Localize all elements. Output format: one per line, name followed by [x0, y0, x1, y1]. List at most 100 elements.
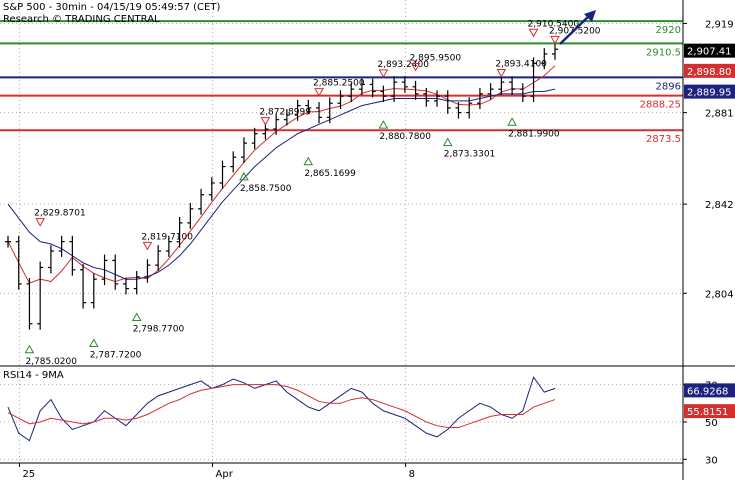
level-label: 2888.25 — [640, 100, 681, 111]
swing-low-marker: 2,798.7700 — [131, 312, 185, 335]
x-tick-label: 25 — [22, 469, 35, 480]
swing-low-marker: 2,881.9900 — [507, 117, 560, 139]
price-bar — [476, 87, 483, 110]
price-bar — [208, 177, 215, 201]
swing-low-marker: 2,785.0200 — [24, 344, 77, 367]
price-bar — [80, 263, 87, 309]
trend-arrow-icon — [559, 10, 596, 45]
price-bar — [251, 127, 258, 149]
swing-high-label: 2,885.2500 — [313, 79, 365, 89]
level-label: 2920 — [656, 25, 681, 36]
price-bar — [69, 235, 76, 276]
price-bar — [380, 85, 387, 103]
swing-low-label: 2,798.7700 — [133, 325, 185, 335]
level-label: 2873.5 — [646, 134, 681, 145]
candles — [5, 43, 558, 330]
y-tick-label: 2,881 — [705, 109, 734, 120]
rsi-tick-label: 50 — [705, 418, 718, 429]
price-tag: 2,898.80 — [684, 63, 735, 78]
swing-high-label: 2,910.5400 — [528, 19, 580, 29]
price-bar — [348, 83, 355, 103]
rsi-line — [7, 376, 556, 442]
price-bar — [294, 99, 301, 121]
price-bar — [26, 278, 33, 330]
swing-high-marker: 2,895.9500 — [410, 54, 462, 72]
rsi-ma-line — [7, 384, 556, 429]
y-tick-label: 2,919 — [705, 19, 734, 30]
rsi-title: RSI14 - 9MA — [3, 370, 64, 381]
price-bar — [455, 102, 462, 119]
price-bar — [198, 188, 205, 215]
ma-slow-line — [7, 88, 556, 280]
swing-low-label: 2,881.9900 — [508, 129, 560, 139]
grid — [0, 0, 683, 463]
swing-low-marker: 2,880.7800 — [378, 120, 431, 142]
price-bar — [498, 76, 505, 96]
swing-high-label: 2,893.2400 — [377, 60, 429, 70]
rsi-tick-label: 30 — [705, 455, 718, 466]
price-bar — [369, 78, 376, 98]
price-bar — [58, 235, 65, 257]
price-tag-label: 2,907.41 — [687, 47, 732, 58]
price-bar — [165, 235, 172, 257]
price-bar — [47, 245, 54, 274]
price-bar — [90, 273, 97, 309]
price-bar — [358, 78, 365, 96]
price-bar — [122, 278, 129, 295]
swing-high-marker: 2,893.2400 — [377, 60, 429, 78]
swing-low-label: 2,873.3301 — [444, 150, 496, 160]
rsi-value-label: 66.9268 — [687, 386, 728, 397]
price-bar — [552, 43, 558, 60]
price-bar — [337, 90, 344, 110]
price-bar — [37, 261, 44, 330]
swing-high-marker: 2,907.5200 — [549, 26, 601, 45]
y-tick-label: 2,804 — [705, 289, 734, 300]
swing-low-label: 2,858.7500 — [240, 184, 292, 194]
price-bar — [316, 102, 323, 124]
swing-high-marker: 2,910.5400 — [528, 19, 580, 38]
level-label: 2896 — [656, 81, 681, 92]
price-bar — [176, 217, 183, 248]
rsi-panel — [0, 376, 683, 460]
price-bar — [434, 90, 441, 107]
price-bar — [144, 259, 151, 283]
rsi-value-label: 55.8151 — [687, 407, 728, 418]
swing-high-label: 2,895.9500 — [410, 54, 462, 64]
swing-high-label: 2,819.7100 — [141, 232, 193, 242]
price-bar — [305, 99, 312, 114]
price-bar — [487, 83, 494, 100]
chart-title: S&P 500 - 30min - 04/15/19 05:49:57 (CET… — [3, 2, 220, 13]
chart-subtitle: Research © TRADING CENTRAL — [3, 14, 160, 25]
price-bar — [530, 57, 537, 103]
price-bar — [401, 76, 408, 93]
price-bar — [466, 97, 473, 119]
price-bar — [240, 137, 247, 164]
x-tick-label: 8 — [409, 469, 415, 480]
swing-high-marker: 2,885.2500 — [313, 79, 365, 97]
price-bar — [283, 109, 290, 126]
price-tag: 2,907.41 — [684, 43, 735, 58]
price-bar — [15, 235, 22, 290]
swing-low-label: 2,865.1699 — [304, 169, 356, 179]
price-bar — [541, 48, 548, 70]
price-bar — [423, 87, 430, 107]
price-bar — [230, 151, 237, 173]
rsi-value-tag: 66.9268 — [684, 383, 735, 398]
price-bar — [155, 245, 162, 271]
swing-high-marker: 2,829.8701 — [34, 209, 86, 227]
swing-high-label: 2,907.5200 — [549, 26, 601, 36]
swing-low-label: 2,880.7800 — [379, 132, 431, 142]
price-bar — [273, 113, 280, 135]
price-tag-label: 2,889.95 — [687, 88, 732, 99]
swing-low-marker: 2,787.7200 — [88, 338, 142, 360]
price-bar — [187, 202, 194, 229]
price-tag: 2,889.95 — [684, 84, 735, 99]
price-bar — [326, 97, 333, 124]
swing-high-label: 2,872.8999 — [259, 108, 311, 118]
price-bar — [519, 83, 526, 103]
ma-fast-line — [7, 65, 556, 284]
price-bar — [412, 80, 419, 100]
swing-high-label: 2,829.8701 — [34, 209, 86, 219]
